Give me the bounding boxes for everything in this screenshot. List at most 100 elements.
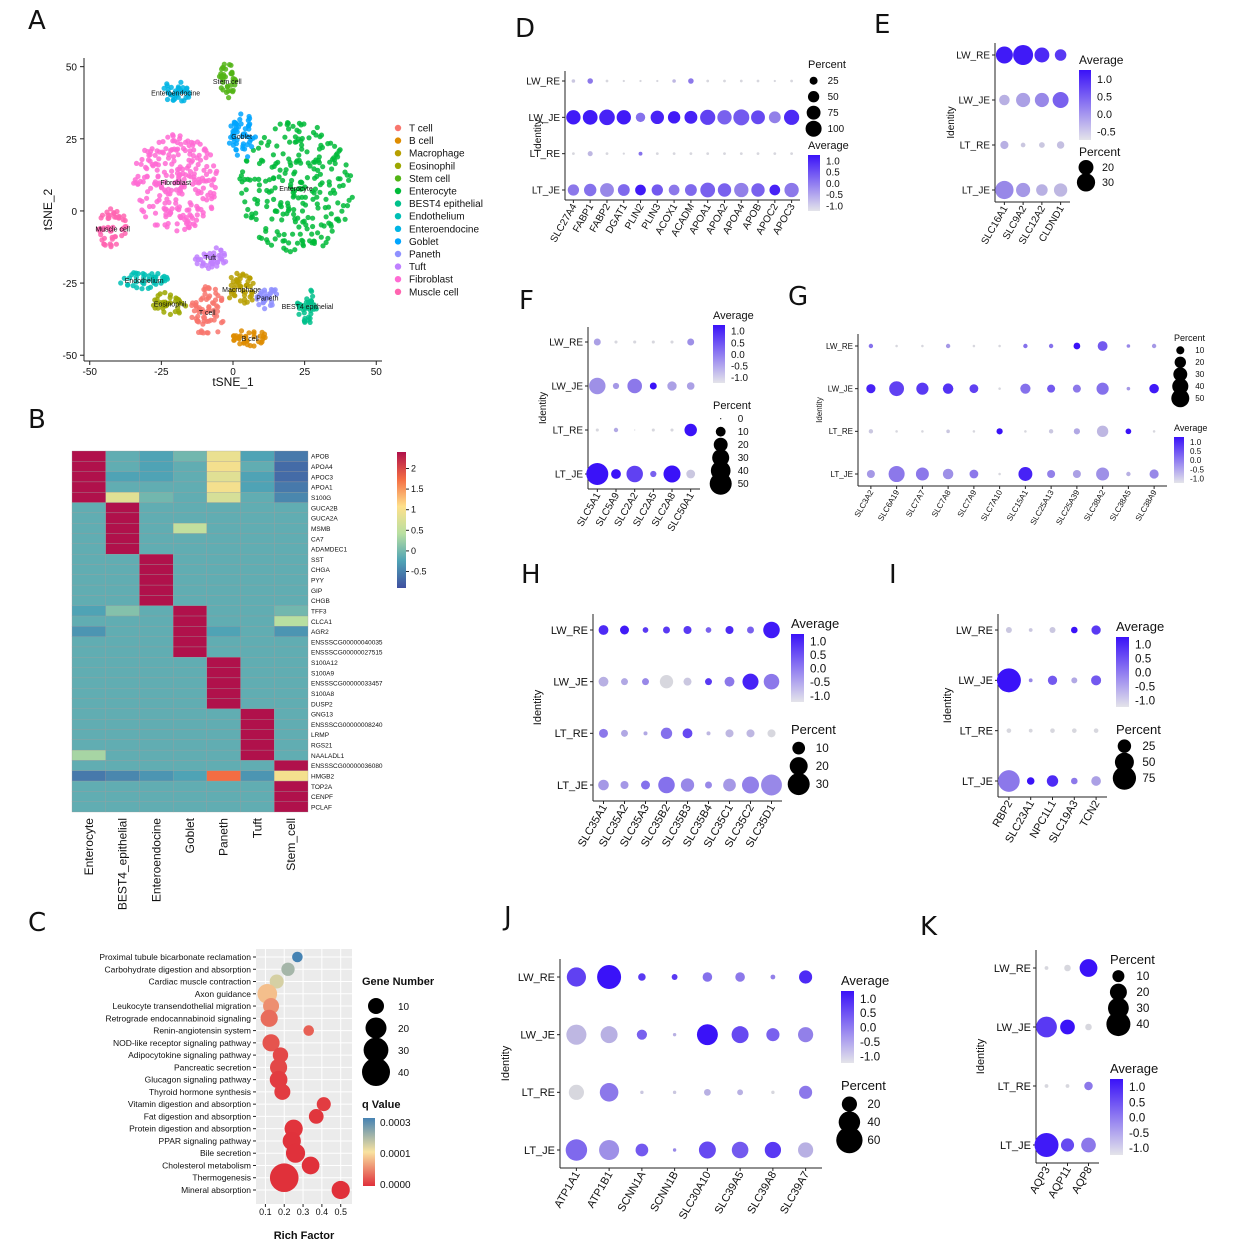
b-colorbar-label: 2 (411, 463, 416, 473)
a-cell-point (184, 219, 190, 225)
d-dot (773, 152, 777, 156)
f-average-colorbar (713, 325, 725, 383)
b-heat-cell (274, 667, 309, 679)
g-identity-label: LT_RE (829, 427, 853, 436)
a-cell-point (157, 291, 163, 297)
b-heat-cell (139, 636, 174, 648)
b-row-label: NAALADL1 (311, 753, 345, 760)
a-cell-point (323, 239, 329, 246)
a-cell-point (180, 145, 187, 152)
d-percent-legend-label: 100 (828, 124, 845, 135)
b-heat-cell (172, 657, 207, 668)
a-cell-point (191, 171, 197, 177)
a-cell-point (114, 208, 120, 215)
b-heat-cell (71, 584, 106, 596)
d-dot (672, 79, 676, 83)
d-dot (668, 184, 680, 196)
d-percent-legend-label: 25 (828, 76, 839, 87)
f-percent-legend-dot (713, 437, 728, 452)
b-heat-cell (240, 770, 275, 782)
b-row-label: ENSSSCG00000008240 (311, 722, 383, 729)
i-identity-label: LW_JE (958, 675, 993, 687)
g-average-colorbar-label: -0.5 (1190, 465, 1204, 474)
i-average-colorbar-label: 0.0 (1135, 667, 1152, 680)
a-cell-point (315, 205, 321, 211)
c-pathway-dot (331, 1180, 350, 1200)
b-heat-cell (105, 708, 140, 720)
e-percent-legend-label: 30 (1102, 177, 1114, 189)
a-cell-point (233, 147, 239, 153)
d-dot (571, 79, 576, 83)
b-heat-cell (206, 523, 241, 534)
a-cell-point (234, 277, 240, 283)
j-dot (672, 1090, 677, 1095)
b-heat-cell (240, 657, 275, 668)
a-cell-point (346, 177, 352, 183)
d-percent-legend-dot (806, 105, 821, 120)
a-cell-point (168, 147, 174, 154)
a-cell-point (188, 202, 194, 208)
g-percent-legend-label: 50 (1195, 394, 1205, 403)
a-cell-point (299, 194, 305, 200)
b-heat-cell (240, 760, 275, 771)
g-identity-label: LW_JE (828, 384, 853, 393)
a-cell-point (292, 216, 298, 222)
a-cell-point (152, 222, 158, 228)
f-dot (667, 381, 677, 391)
j-percent-legend-label: 60 (867, 1134, 881, 1147)
a-cell-point (220, 65, 226, 71)
a-cell-point (157, 193, 163, 199)
a-cell-point (206, 285, 212, 292)
b-heat-cell (240, 615, 275, 627)
e-percent-legend-title: Percent (1079, 145, 1121, 159)
b-heat-cell (105, 615, 140, 627)
a-cell-point (343, 162, 349, 168)
k-percent-legend-dot (1109, 983, 1127, 1001)
g-dot (1073, 428, 1081, 435)
a-cell-point (226, 95, 232, 101)
a-cell-point (118, 280, 124, 286)
b-heat-cell (105, 481, 140, 493)
b-heat-cell (172, 553, 207, 565)
a-cell-point (193, 217, 200, 223)
a-cluster-label: Enteroendocine (151, 91, 200, 98)
b-heat-cell (240, 729, 275, 740)
e-dot (1053, 183, 1068, 197)
a-cell-point (304, 175, 310, 181)
f-dot (612, 382, 620, 390)
f-average-legend-title: Average (713, 310, 754, 322)
f-dot (651, 428, 655, 432)
a-cell-point (172, 180, 178, 186)
a-cell-point (207, 168, 213, 174)
d-dot (622, 152, 625, 155)
b-heat-cell (206, 698, 241, 709)
a-cell-point (282, 134, 288, 140)
b-heat-cell (71, 492, 106, 503)
g-dot (1048, 343, 1054, 349)
a-cell-point (298, 160, 304, 166)
j-dot (597, 965, 622, 989)
d-dot (688, 78, 694, 84)
j-average-colorbar-label: 0.5 (860, 1007, 877, 1020)
d-dot (751, 183, 765, 197)
a-cell-point (211, 307, 217, 313)
c-size-legend-label: 20 (398, 1024, 410, 1035)
j-gene-label: SLC39A7 (778, 1170, 812, 1217)
b-heat-cell (172, 801, 207, 813)
a-cell-point (256, 176, 262, 182)
k-dot (1064, 964, 1071, 972)
g-dot (1072, 469, 1081, 479)
a-cell-point (164, 274, 170, 280)
a-cell-point (205, 295, 211, 301)
j-percent-legend-dot (841, 1096, 857, 1112)
a-cell-point (243, 158, 249, 164)
a-legend-swatch (394, 124, 402, 132)
b-heat-cell (240, 564, 275, 575)
a-cell-point (259, 235, 265, 241)
a-cell-point (230, 142, 236, 148)
d-y-axis-label: Identity (533, 119, 544, 151)
a-cell-point (271, 196, 277, 202)
g-dot (1096, 382, 1109, 395)
a-cell-point (308, 298, 314, 304)
d-dot (638, 151, 643, 156)
